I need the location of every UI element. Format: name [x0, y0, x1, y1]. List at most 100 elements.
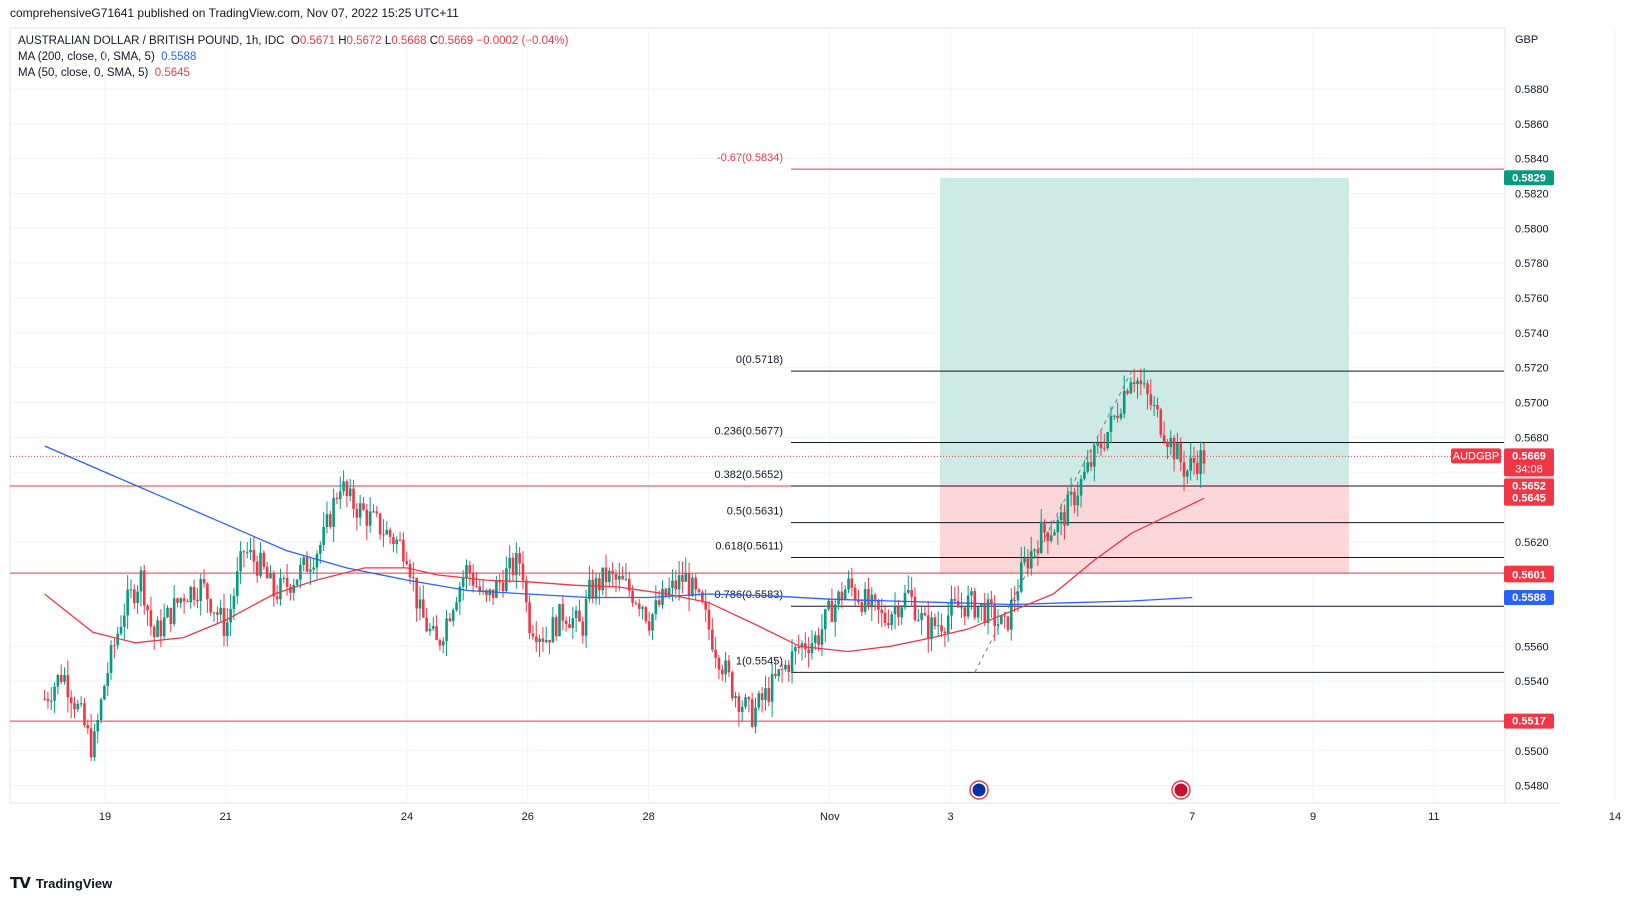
price-tick: 0.5840: [1515, 154, 1549, 166]
candle-body: [823, 609, 827, 630]
candle-body: [867, 589, 870, 606]
candle-body: [687, 572, 691, 596]
chart-grid: [9, 27, 1616, 804]
candle-body: [774, 673, 777, 677]
candle-body: [664, 588, 668, 596]
price-tick: 0.5540: [1515, 676, 1549, 688]
price-tag-text: 0.5669: [1512, 450, 1546, 462]
candle-body: [375, 511, 379, 514]
candle-body: [943, 631, 947, 634]
candle-body: [644, 607, 648, 622]
candle-body: [1059, 512, 1063, 521]
price-tag: 0.5645: [1504, 490, 1554, 506]
price-tags: 0.58290.566934:080.56530.56520.56450.560…: [1451, 170, 1554, 729]
candle-body: [206, 583, 209, 600]
candle-body: [235, 571, 239, 596]
open-value: 0.5671: [299, 35, 336, 47]
ma200-value: 0.5588: [161, 51, 197, 63]
candle-body: [176, 598, 179, 603]
candle-body: [395, 539, 399, 545]
candle-body: [1142, 383, 1146, 385]
candle-body: [950, 598, 953, 616]
candle-body: [714, 649, 717, 658]
candle-body: [73, 703, 76, 710]
candle-body: [398, 539, 402, 541]
candle-body: [717, 657, 721, 670]
candle-body: [1179, 443, 1183, 463]
candle-body: [355, 508, 359, 518]
candle-body: [1026, 558, 1030, 569]
candle-body: [1112, 415, 1116, 417]
candle-body: [1083, 471, 1086, 479]
candle-body: [282, 577, 286, 579]
candle-body: [1169, 437, 1173, 448]
candle-body: [900, 607, 903, 618]
candle-body: [1129, 382, 1133, 394]
candle-body: [744, 697, 747, 707]
ma200-row[interactable]: MA (200, close, 0, SMA, 5) 0.5588: [18, 49, 569, 65]
candle-body: [1069, 491, 1073, 495]
tradingview-logo-icon: 𝗧𝗩: [10, 875, 31, 892]
ma50-row[interactable]: MA (50, close, 0, SMA, 5) 0.5645: [18, 65, 569, 81]
time-tick: 26: [522, 811, 534, 823]
footer-brand[interactable]: 𝗧𝗩 TradingView: [10, 874, 112, 892]
candle-body: [109, 645, 113, 674]
low-label: L: [384, 35, 392, 47]
open-label: O: [290, 35, 300, 47]
candle-body: [1172, 437, 1176, 460]
candle-body: [199, 579, 203, 602]
candle-body: [169, 607, 173, 624]
candle-body: [491, 589, 495, 598]
price-tag-bg: [1504, 170, 1554, 186]
fib-label: 0.382(0.5652): [715, 469, 784, 481]
candle-body: [219, 607, 222, 615]
candle-body: [1136, 380, 1139, 385]
candle-body: [471, 573, 475, 586]
candle-body: [877, 599, 880, 610]
candle-body: [378, 513, 382, 535]
candle-body: [342, 481, 345, 492]
currency-label: GBP: [1515, 34, 1538, 46]
candle-body: [1046, 532, 1050, 541]
candle-body: [933, 617, 937, 626]
price-tick: 0.5720: [1515, 363, 1549, 375]
candle-body: [993, 604, 996, 626]
candle-body: [1196, 462, 1199, 474]
candle-body: [986, 599, 990, 624]
candle-body: [1146, 383, 1149, 395]
countdown-text: 34:08: [1515, 463, 1543, 475]
candle-body: [86, 725, 90, 729]
au-flag-icon: [969, 780, 989, 800]
candle-body: [515, 553, 518, 576]
candle-body: [113, 645, 116, 647]
candle-body: [757, 693, 761, 708]
high-label: H: [338, 35, 347, 47]
candle-body: [69, 697, 73, 704]
symbol-row[interactable]: AUSTRALIAN DOLLAR / BRITISH POUND, 1h, I…: [18, 33, 569, 49]
gb-flag-icon-fill: [1174, 783, 1188, 797]
candle-body: [830, 600, 834, 622]
fib-label: 0.5(0.5631): [727, 506, 783, 518]
candle-body: [694, 577, 698, 590]
candle-body: [322, 526, 325, 546]
candle-body: [438, 640, 442, 646]
candle-body: [1039, 521, 1043, 554]
candle-body: [162, 617, 166, 637]
candle-body: [591, 579, 595, 599]
candle-body: [262, 552, 266, 567]
candle-body: [222, 607, 226, 637]
candle-body: [478, 586, 482, 592]
candle-body: [1056, 520, 1060, 533]
candle-body: [807, 649, 810, 654]
price-tick: 0.5480: [1515, 781, 1549, 793]
candle-body: [172, 598, 176, 624]
candle-body: [790, 651, 794, 672]
candle-body: [1103, 447, 1106, 449]
candle-body: [59, 674, 63, 682]
close-label: C: [429, 35, 439, 47]
candle-body: [252, 549, 256, 562]
candle-body: [926, 615, 930, 640]
candle-body: [750, 699, 754, 727]
candle-body: [594, 578, 598, 599]
